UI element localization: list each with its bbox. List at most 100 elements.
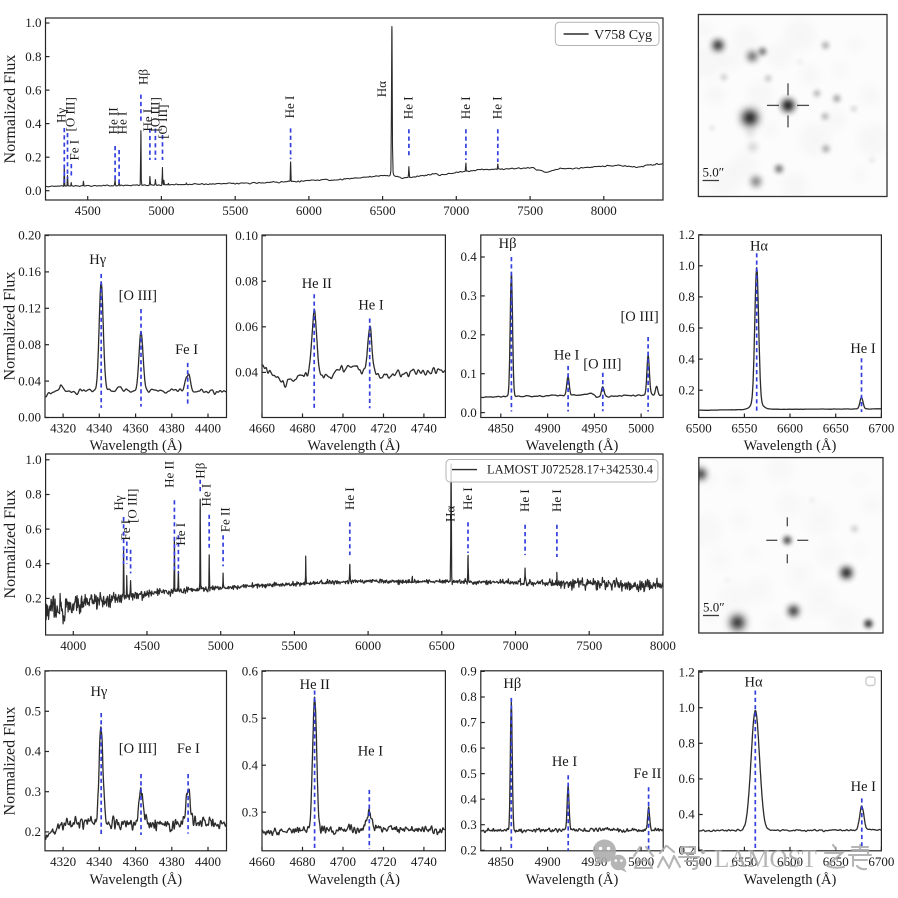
- svg-text:Hβ: Hβ: [193, 462, 208, 478]
- svg-text:Normalized Flux: Normalized Flux: [2, 55, 19, 164]
- svg-text:6650: 6650: [823, 854, 849, 869]
- svg-text:0.4: 0.4: [678, 351, 695, 366]
- svg-text:Wavelength (Å): Wavelength (Å): [89, 872, 182, 888]
- svg-text:[O III]: [O III]: [119, 741, 157, 757]
- svg-text:0.8: 0.8: [25, 49, 41, 64]
- svg-text:0.2: 0.2: [461, 843, 477, 858]
- svg-text:He I: He I: [342, 487, 357, 510]
- svg-text:6500: 6500: [429, 638, 455, 653]
- svg-text:0.6: 0.6: [678, 771, 695, 786]
- svg-text:6550: 6550: [731, 854, 757, 869]
- svg-text:0.6: 0.6: [25, 663, 42, 678]
- svg-text:He I: He I: [115, 112, 130, 135]
- svg-text:Hα: Hα: [443, 506, 458, 522]
- svg-text:He II: He II: [300, 677, 330, 693]
- svg-text:0.08: 0.08: [235, 274, 258, 289]
- svg-text:He II: He II: [105, 107, 120, 134]
- svg-text:0.9: 0.9: [461, 664, 477, 679]
- svg-text:6000: 6000: [296, 203, 322, 218]
- svg-text:6600: 6600: [777, 854, 803, 869]
- svg-text:0.6: 0.6: [25, 521, 42, 536]
- svg-text:0.4: 0.4: [25, 116, 42, 131]
- svg-text:1.0: 1.0: [25, 15, 41, 30]
- svg-text:Hγ: Hγ: [89, 252, 106, 268]
- svg-text:0.7: 0.7: [461, 715, 478, 730]
- svg-text:Normalized Flux: Normalized Flux: [2, 272, 19, 381]
- svg-text:5.0″: 5.0″: [703, 600, 725, 615]
- svg-text:Wavelength (Å): Wavelength (Å): [744, 872, 837, 888]
- svg-text:8000: 8000: [650, 638, 676, 653]
- svg-text:0.4: 0.4: [25, 744, 42, 759]
- svg-text:6650: 6650: [823, 421, 849, 436]
- svg-text:0.6: 0.6: [678, 320, 695, 335]
- svg-text:0.2: 0.2: [25, 591, 41, 606]
- svg-text:0.04: 0.04: [235, 365, 258, 380]
- svg-text:He I: He I: [554, 348, 580, 364]
- svg-text:He I: He I: [282, 96, 297, 119]
- svg-text:0.5: 0.5: [461, 766, 477, 781]
- svg-text:1.2: 1.2: [678, 227, 694, 242]
- svg-text:4850: 4850: [488, 421, 514, 436]
- svg-text:0.5: 0.5: [242, 710, 258, 725]
- svg-text:[O III]: [O III]: [147, 97, 162, 131]
- svg-text:Normalized Flux: Normalized Flux: [2, 707, 19, 816]
- svg-text:He I: He I: [517, 489, 532, 512]
- svg-text:6000: 6000: [355, 638, 381, 653]
- svg-text:He I: He I: [549, 489, 564, 512]
- svg-text:0.0: 0.0: [25, 183, 41, 198]
- svg-text:0.2: 0.2: [461, 327, 477, 342]
- svg-text:[O III]: [O III]: [124, 489, 139, 523]
- svg-text:0.4: 0.4: [25, 556, 42, 571]
- svg-text:5000: 5000: [628, 421, 654, 436]
- svg-text:7000: 7000: [503, 638, 529, 653]
- svg-text:Wavelength (Å): Wavelength (Å): [744, 438, 837, 454]
- svg-text:He I: He I: [199, 484, 214, 507]
- svg-text:0.1: 0.1: [461, 366, 477, 381]
- svg-text:4680: 4680: [290, 421, 316, 436]
- svg-text:Hγ: Hγ: [90, 684, 107, 700]
- svg-text:0.16: 0.16: [18, 264, 41, 279]
- svg-text:5000: 5000: [628, 854, 654, 869]
- svg-text:0.4: 0.4: [242, 757, 259, 772]
- svg-text:8000: 8000: [591, 203, 617, 218]
- svg-text:0.8: 0.8: [678, 736, 694, 751]
- svg-text:6500: 6500: [686, 421, 712, 436]
- svg-text:1.0: 1.0: [678, 258, 694, 273]
- svg-text:Hγ: Hγ: [54, 108, 69, 123]
- svg-text:He I: He I: [401, 96, 416, 119]
- svg-text:4950: 4950: [581, 421, 607, 436]
- svg-text:4400: 4400: [195, 854, 221, 869]
- svg-text:LAMOST: LAMOST: [714, 846, 817, 873]
- svg-text:0.8: 0.8: [461, 689, 477, 704]
- svg-text:4720: 4720: [371, 421, 397, 436]
- svg-text:0.20: 0.20: [18, 228, 41, 243]
- svg-text:0.00: 0.00: [18, 410, 41, 425]
- svg-text:Wavelength (Å): Wavelength (Å): [526, 438, 619, 454]
- svg-text:He I: He I: [358, 743, 384, 759]
- svg-text:4900: 4900: [535, 854, 561, 869]
- svg-text:He I: He I: [851, 779, 877, 795]
- svg-text:4400: 4400: [195, 421, 221, 436]
- svg-text:Fe I: Fe I: [177, 741, 200, 757]
- svg-text:7500: 7500: [517, 203, 543, 218]
- svg-text:4360: 4360: [123, 854, 149, 869]
- svg-text:[O III]: [O III]: [63, 97, 78, 131]
- svg-text:He I: He I: [552, 754, 578, 770]
- svg-text:4740: 4740: [411, 854, 437, 869]
- svg-text:0.3: 0.3: [25, 784, 41, 799]
- svg-text:Fe I: Fe I: [175, 342, 198, 358]
- svg-text:[O III]: [O III]: [119, 288, 157, 304]
- svg-text:Hβ: Hβ: [503, 676, 521, 692]
- svg-text:0.08: 0.08: [18, 337, 41, 352]
- svg-text:0.12: 0.12: [18, 301, 41, 316]
- svg-text:He I: He I: [490, 96, 505, 119]
- svg-text:Hβ: Hβ: [136, 69, 151, 85]
- svg-text:LAMOST J072528.17+342530.4: LAMOST J072528.17+342530.4: [487, 462, 653, 477]
- svg-text:0.2: 0.2: [25, 149, 41, 164]
- svg-text:Fe I: Fe I: [67, 140, 82, 161]
- svg-text:0.04: 0.04: [18, 373, 41, 388]
- svg-text:5500: 5500: [281, 638, 307, 653]
- svg-text:He I: He I: [173, 523, 188, 546]
- svg-text:4380: 4380: [159, 421, 185, 436]
- svg-text:4680: 4680: [290, 854, 316, 869]
